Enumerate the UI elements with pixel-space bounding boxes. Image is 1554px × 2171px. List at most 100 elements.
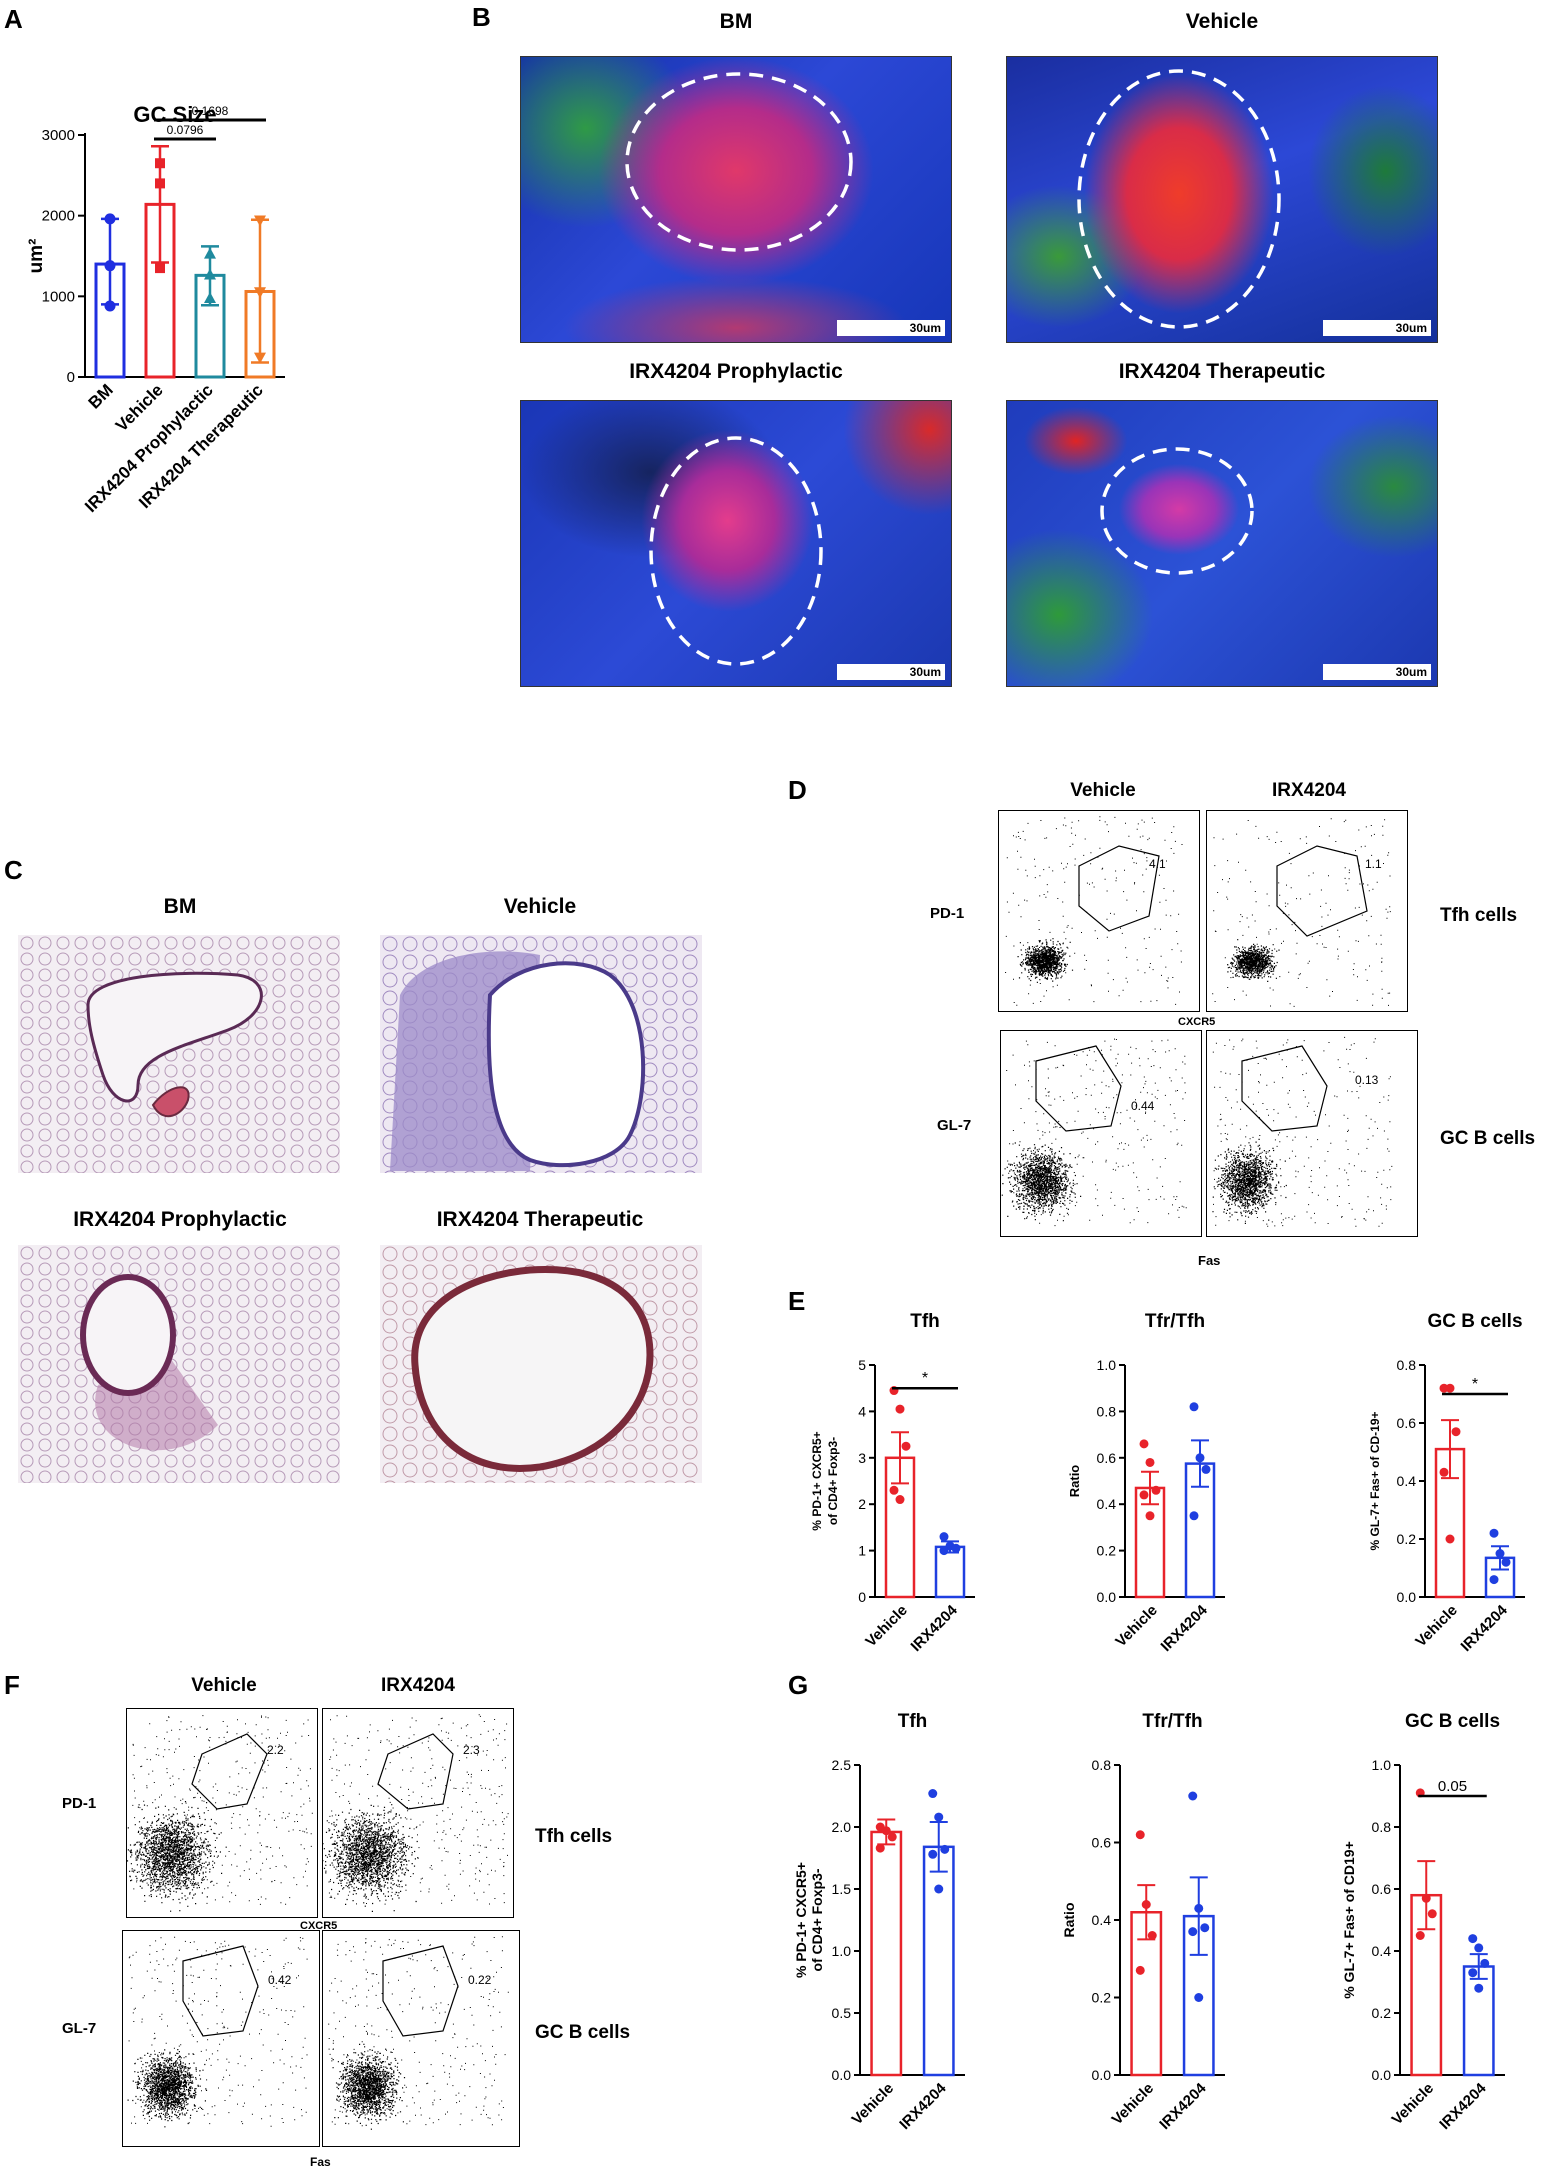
panel-label-a: A bbox=[4, 4, 23, 34]
flow-d-xlabel-fas: Fas bbox=[1198, 1253, 1221, 1268]
bar bbox=[922, 1845, 955, 2077]
data-point bbox=[895, 1404, 905, 1414]
y-tick-label: 0.8 bbox=[1097, 1403, 1117, 1419]
data-point bbox=[155, 178, 165, 189]
data-point bbox=[887, 1832, 897, 1842]
data-point bbox=[1145, 1511, 1155, 1521]
data-point bbox=[1489, 1528, 1499, 1538]
data-point bbox=[1194, 1993, 1204, 2002]
y-axis-label: % PD-1+ CXCR5+ bbox=[793, 1862, 809, 1978]
micro-image-prophylactic: 30um bbox=[520, 400, 952, 687]
y-tick-label: 0.5 bbox=[832, 2005, 852, 2021]
x-tick-label: IRX4204 bbox=[1436, 2079, 1490, 2133]
histo-title-therapeutic: IRX4204 Therapeutic bbox=[436, 1208, 644, 1231]
data-point bbox=[1468, 1934, 1478, 1944]
x-tick-label: Vehicle bbox=[1412, 1602, 1461, 1651]
gate-polygon bbox=[1078, 845, 1160, 932]
data-point bbox=[1151, 1485, 1161, 1495]
data-point bbox=[1474, 1943, 1484, 1953]
data-point bbox=[939, 1532, 949, 1542]
flow-d-ylabel-gl7: GL-7 bbox=[937, 1117, 972, 1134]
data-point bbox=[1139, 1490, 1149, 1500]
significance-label: 0.0796 bbox=[167, 123, 204, 137]
data-point bbox=[889, 1485, 899, 1495]
data-point bbox=[934, 1812, 944, 1822]
bar bbox=[1462, 1965, 1495, 2077]
histo-image-therapeutic bbox=[380, 1245, 702, 1483]
gate-value: 0.13 bbox=[1355, 1073, 1379, 1087]
gate-polygon bbox=[182, 1945, 259, 2037]
gate-polygon bbox=[377, 1733, 454, 1810]
flow-plot: 0.22 bbox=[322, 1930, 520, 2147]
data-point bbox=[1445, 1534, 1455, 1544]
data-point bbox=[1188, 1791, 1198, 1801]
data-point bbox=[1468, 1968, 1478, 1978]
data-point bbox=[155, 158, 165, 169]
panel-label-d: D bbox=[788, 775, 807, 805]
y-tick-label: 0.4 bbox=[1372, 1943, 1392, 1959]
flow-f-ylabel-pd1: PD-1 bbox=[62, 1795, 97, 1812]
flow-d-col-vehicle: Vehicle bbox=[1070, 780, 1136, 801]
chart-e-tfh: Tfh % PD-1+ CXCR5+ of CD4+ Foxp3- 0 1 2 3 4 5 Veh… bbox=[810, 1311, 975, 1655]
flow-f-xlabel-cxcr5: CXCR5 bbox=[300, 1920, 338, 1932]
chart-title: GC B cells bbox=[1405, 1711, 1500, 1732]
flow-f-label-tfh: Tfh cells bbox=[535, 1826, 613, 1847]
data-point bbox=[940, 1844, 950, 1854]
significance-label: 0.1698 bbox=[192, 104, 229, 118]
x-tick-label: Vehicle bbox=[1388, 2080, 1437, 2129]
y-tick-label: 0.6 bbox=[1097, 1450, 1117, 1466]
data-point bbox=[1135, 1965, 1145, 1975]
scale-bar: 30um bbox=[837, 320, 945, 336]
panel-label-f: F bbox=[4, 1670, 20, 1700]
data-point bbox=[1201, 1464, 1211, 1474]
data-point bbox=[928, 1849, 938, 1859]
x-tick-label: BM bbox=[85, 380, 117, 412]
y-tick-label: 1.0 bbox=[1372, 1757, 1392, 1773]
flow-f-col-irx: IRX4204 bbox=[381, 1675, 455, 1696]
micro-title-vehicle: Vehicle bbox=[1185, 10, 1259, 33]
data-point bbox=[1195, 1453, 1205, 1463]
y-tick-label: 0.8 bbox=[1092, 1757, 1112, 1773]
panel-label-g: G bbox=[788, 1670, 809, 1700]
data-point bbox=[104, 300, 116, 312]
y-tick-label: 2.0 bbox=[832, 1819, 852, 1835]
data-point bbox=[1495, 1549, 1505, 1558]
data-point bbox=[204, 291, 216, 303]
y-tick-label: 0.2 bbox=[1397, 1531, 1417, 1547]
data-point bbox=[1139, 1439, 1149, 1449]
data-point bbox=[254, 215, 266, 227]
flow-d-label-gcb: GC B cells bbox=[1440, 1128, 1536, 1149]
y-tick-label: 0 bbox=[67, 369, 75, 386]
scale-bar: 30um bbox=[1323, 664, 1431, 680]
bar bbox=[934, 1545, 966, 1599]
y-tick-label: 1 bbox=[858, 1543, 866, 1559]
histo-title-vehicle: Vehicle bbox=[503, 895, 577, 918]
histo-title-bm: BM bbox=[163, 895, 197, 918]
flow-plot: 0.44 bbox=[1000, 1030, 1202, 1237]
gate-value: 0.44 bbox=[1131, 1099, 1155, 1113]
data-point bbox=[1451, 1427, 1461, 1437]
chart-title: GC B cells bbox=[1427, 1311, 1522, 1332]
x-tick-label: IRX4204 bbox=[1458, 1601, 1512, 1655]
flow-d-label-tfh: Tfh cells bbox=[1440, 905, 1518, 926]
y-axis-label: Ratio bbox=[1067, 1465, 1082, 1498]
x-tick-label: Vehicle bbox=[848, 2080, 897, 2129]
bar bbox=[870, 1830, 903, 2077]
y-axis-label: of CD4+ Foxp3- bbox=[809, 1868, 825, 1971]
flow-f-xlabel-fas: Fas bbox=[310, 2155, 331, 2169]
y-tick-label: 3000 bbox=[42, 127, 75, 144]
y-tick-label: 0.0 bbox=[832, 2067, 852, 2083]
flow-f-label-gcb: GC B cells bbox=[535, 2022, 631, 2043]
data-point bbox=[1480, 1958, 1490, 1968]
gate-value: 1.1 bbox=[1365, 857, 1382, 871]
y-tick-label: 1.0 bbox=[832, 1943, 852, 1959]
y-tick-label: 0.2 bbox=[1097, 1543, 1117, 1559]
y-tick-label: 1.5 bbox=[832, 1881, 852, 1897]
micro-title-prophylactic: IRX4204 Prophylactic bbox=[629, 360, 843, 383]
micro-title-bm: BM bbox=[719, 10, 753, 33]
histo-title-prophylactic: IRX4204 Prophylactic bbox=[73, 1208, 287, 1231]
micro-title-therapeutic: IRX4204 Therapeutic bbox=[1118, 360, 1326, 383]
data-point bbox=[1427, 1909, 1437, 1919]
x-tick-label: IRX4204 bbox=[908, 1601, 962, 1655]
gate-polygon bbox=[382, 1945, 459, 2037]
